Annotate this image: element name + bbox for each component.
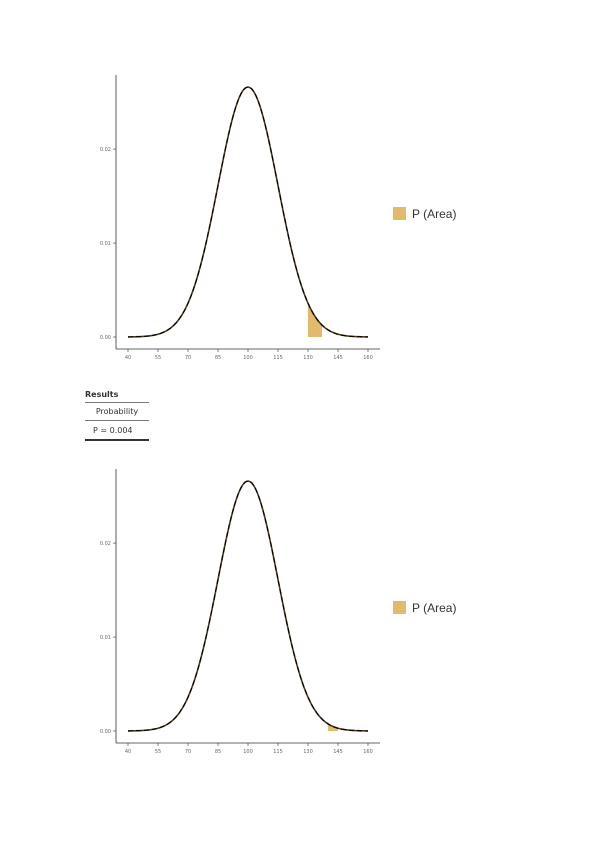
x-tick-label: 100 (243, 355, 253, 361)
x-tick-label: 85 (215, 749, 221, 755)
x-tick-label: 145 (333, 749, 343, 755)
legend-label: P (Area) (412, 601, 456, 615)
x-tick-label: 115 (273, 749, 283, 755)
legend-swatch (393, 207, 406, 220)
x-tick-label: 130 (303, 355, 313, 361)
y-tick-label: 0.00 (100, 729, 111, 735)
results-table: Results Probability P = 0.004 (85, 390, 149, 441)
x-tick-label: 70 (185, 355, 191, 361)
x-tick-label: 40 (125, 749, 131, 755)
x-tick-label: 55 (155, 355, 161, 361)
x-tick-label: 55 (155, 749, 161, 755)
legend-label: P (Area) (412, 207, 456, 221)
normal-distribution-chart-top: 40 55 70 85 100 115 130 145 160 0.00 0.01 0.02 P (Ar… (100, 75, 456, 361)
y-tick-label: 0.01 (100, 635, 111, 641)
legend-swatch (393, 601, 406, 614)
x-tick-label: 70 (185, 749, 191, 755)
results-title: Results (85, 390, 149, 403)
results-column-header: Probability (85, 403, 149, 421)
y-tick-label: 0.00 (100, 335, 111, 341)
x-tick-label: 40 (125, 355, 131, 361)
y-tick-label: 0.02 (100, 541, 111, 547)
x-tick-label: 160 (363, 749, 373, 755)
density-curve (127, 86, 369, 338)
density-curve (127, 480, 369, 732)
x-tick-label: 115 (273, 355, 283, 361)
x-tick-label: 160 (363, 355, 373, 361)
results-probability-value: P = 0.004 (85, 421, 149, 441)
y-tick-label: 0.01 (100, 241, 111, 247)
x-tick-label: 100 (243, 749, 253, 755)
x-tick-label: 85 (215, 355, 221, 361)
density-curve-dashed (127, 480, 369, 732)
x-tick-label: 145 (333, 355, 343, 361)
density-curve-dashed (127, 86, 369, 338)
x-tick-label: 130 (303, 749, 313, 755)
normal-distribution-chart-bottom: 40 55 70 85 100 115 130 145 160 0.00 0.01 0.02 P (Ar… (100, 469, 456, 755)
y-tick-label: 0.02 (100, 147, 111, 153)
